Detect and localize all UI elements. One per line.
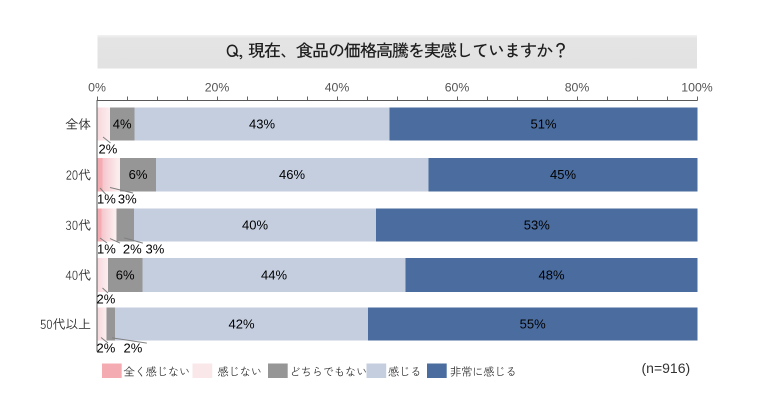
svg-text:100%: 100%: [681, 81, 713, 95]
svg-text:4%: 4%: [113, 117, 132, 132]
svg-text:20%: 20%: [205, 81, 230, 95]
svg-text:60%: 60%: [445, 81, 470, 95]
svg-text:40%: 40%: [242, 218, 268, 233]
svg-text:2%: 2%: [99, 142, 118, 157]
svg-text:45%: 45%: [550, 167, 576, 182]
svg-text:1%: 1%: [97, 192, 116, 207]
svg-text:43%: 43%: [249, 117, 275, 132]
svg-text:6%: 6%: [116, 268, 135, 283]
svg-text:48%: 48%: [538, 268, 564, 283]
svg-text:6%: 6%: [129, 167, 148, 182]
svg-text:51%: 51%: [530, 117, 556, 132]
svg-text:53%: 53%: [524, 218, 550, 233]
svg-text:2%: 2%: [97, 291, 116, 306]
svg-text:80%: 80%: [565, 81, 590, 95]
svg-text:(n=916): (n=916): [642, 360, 691, 376]
svg-text:2%: 2%: [123, 241, 142, 256]
svg-text:2%: 2%: [97, 341, 116, 356]
svg-text:3%: 3%: [118, 192, 137, 207]
svg-text:46%: 46%: [279, 167, 305, 182]
svg-text:42%: 42%: [228, 317, 254, 332]
svg-text:40%: 40%: [325, 81, 350, 95]
svg-text:1%: 1%: [97, 241, 116, 256]
svg-text:44%: 44%: [261, 268, 287, 283]
svg-text:3%: 3%: [146, 241, 165, 256]
svg-text:2%: 2%: [124, 341, 143, 356]
svg-text:55%: 55%: [520, 317, 546, 332]
svg-text:0%: 0%: [88, 81, 106, 95]
